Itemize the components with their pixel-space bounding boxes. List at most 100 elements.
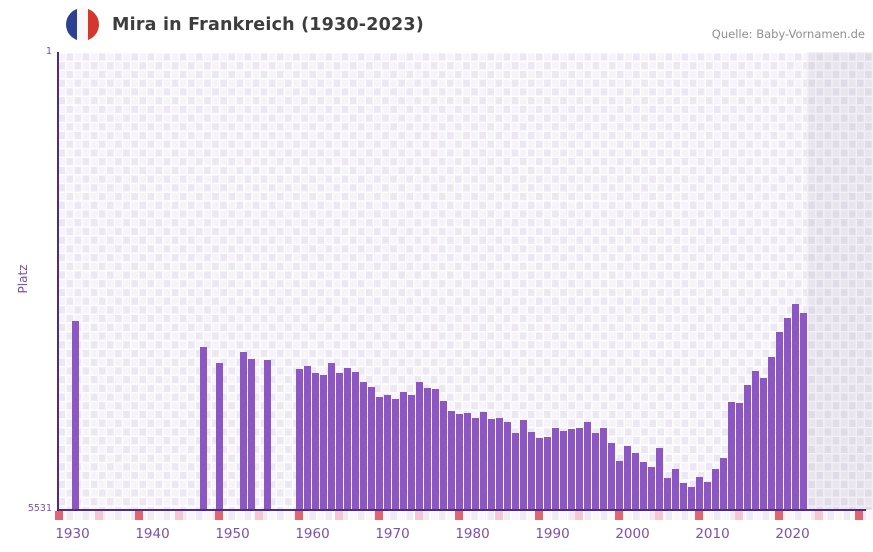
bar-2002[interactable]: [648, 466, 655, 510]
bar-1946[interactable]: [200, 347, 207, 510]
bar-1961[interactable]: [320, 374, 327, 510]
bar-1999[interactable]: [624, 445, 631, 510]
bar-1959[interactable]: [304, 365, 311, 510]
x-tick-1960: 1960: [295, 526, 330, 542]
bar-1992[interactable]: [568, 429, 575, 510]
bar-1985[interactable]: [512, 433, 519, 510]
bar-1968[interactable]: [376, 396, 383, 510]
y-axis-bottom-label: 5531: [27, 503, 52, 514]
bar-2015[interactable]: [752, 370, 759, 510]
bar-series: [57, 52, 873, 510]
x-tick-2010: 2010: [695, 526, 730, 542]
bar-2018[interactable]: [776, 331, 783, 510]
bar-1976[interactable]: [440, 401, 447, 510]
bar-2020[interactable]: [792, 304, 799, 510]
bar-1982[interactable]: [488, 419, 495, 510]
strip-marker-pink-2003: [655, 511, 663, 520]
strip-marker-pink-1983: [495, 511, 503, 520]
bar-2001[interactable]: [640, 461, 647, 510]
bar-2012[interactable]: [728, 401, 735, 510]
bar-1981[interactable]: [480, 411, 487, 510]
bar-1993[interactable]: [576, 427, 583, 510]
bar-1979[interactable]: [464, 413, 471, 510]
bar-1966[interactable]: [360, 381, 367, 510]
bar-1969[interactable]: [384, 394, 391, 510]
bar-1977[interactable]: [448, 411, 455, 510]
bar-2008[interactable]: [696, 476, 703, 510]
strip-marker-red-2008: [695, 511, 703, 520]
bar-1975[interactable]: [432, 388, 439, 510]
strip-marker-red-1928: [55, 511, 63, 520]
bar-1986[interactable]: [520, 419, 527, 510]
bar-1952[interactable]: [248, 358, 255, 510]
bar-2019[interactable]: [784, 317, 791, 510]
bar-1958[interactable]: [296, 369, 303, 510]
bar-1974[interactable]: [424, 387, 431, 510]
bar-1930[interactable]: [72, 320, 79, 510]
strip-marker-red-1948: [215, 511, 223, 520]
bar-1970[interactable]: [392, 399, 399, 510]
bar-1989[interactable]: [544, 437, 551, 510]
bar-1960[interactable]: [312, 373, 319, 510]
strip-marker-red-1978: [455, 511, 463, 520]
bar-2009[interactable]: [704, 481, 711, 510]
bar-1964[interactable]: [344, 368, 351, 510]
bar-2013[interactable]: [736, 403, 743, 510]
bar-2014[interactable]: [744, 385, 751, 510]
x-tick-1990: 1990: [535, 526, 570, 542]
bar-1978[interactable]: [456, 414, 463, 510]
y-axis-title: Platz: [16, 264, 30, 294]
no-data-shaded-band: [807, 52, 873, 510]
page-title: Mira in Frankreich (1930-2023): [112, 15, 424, 35]
bar-1994[interactable]: [584, 422, 591, 510]
bar-2021[interactable]: [800, 312, 807, 510]
bar-1983[interactable]: [496, 418, 503, 510]
bar-1948[interactable]: [216, 363, 223, 510]
bar-1988[interactable]: [536, 437, 543, 510]
bar-1963[interactable]: [336, 373, 343, 510]
bar-2011[interactable]: [720, 458, 727, 510]
bar-1991[interactable]: [560, 430, 567, 510]
bar-1951[interactable]: [240, 352, 247, 510]
bar-1972[interactable]: [408, 394, 415, 510]
bar-1971[interactable]: [400, 391, 407, 510]
bar-1987[interactable]: [528, 431, 535, 510]
y-axis-top-label: 1: [45, 46, 52, 57]
bar-1965[interactable]: [352, 371, 359, 510]
strip-marker-pink-1943: [175, 511, 183, 520]
bar-1998[interactable]: [616, 461, 623, 510]
bar-2006[interactable]: [680, 483, 687, 510]
x-tick-1980: 1980: [455, 526, 490, 542]
strip-marker-red-1998: [615, 511, 623, 520]
bar-2017[interactable]: [768, 356, 775, 510]
bar-1980[interactable]: [472, 418, 479, 510]
bar-2003[interactable]: [656, 448, 663, 510]
strip-marker-red-1958: [295, 511, 303, 520]
bar-1997[interactable]: [608, 443, 615, 510]
bar-1954[interactable]: [264, 359, 271, 510]
bar-2016[interactable]: [760, 377, 767, 510]
bottom-marker-strip: [55, 511, 873, 520]
strip-marker-pink-1963: [335, 511, 343, 520]
bar-1967[interactable]: [368, 387, 375, 510]
x-tick-2020: 2020: [775, 526, 810, 542]
strip-marker-red-1938: [135, 511, 143, 520]
strip-marker-red-1988: [535, 511, 543, 520]
bar-1984[interactable]: [504, 421, 511, 510]
bar-1990[interactable]: [552, 428, 559, 510]
bar-2005[interactable]: [672, 469, 679, 510]
bar-2007[interactable]: [688, 486, 695, 510]
bar-2004[interactable]: [664, 478, 671, 510]
bar-1973[interactable]: [416, 381, 423, 510]
bar-2010[interactable]: [712, 469, 719, 510]
strip-marker-pink-1953: [255, 511, 263, 520]
bar-1962[interactable]: [328, 363, 335, 510]
bar-1995[interactable]: [592, 433, 599, 510]
strip-marker-pink-2023: [815, 511, 823, 520]
bar-2000[interactable]: [632, 453, 639, 510]
strip-marker-red-2028: [855, 511, 863, 520]
strip-marker-pink-2013: [735, 511, 743, 520]
bar-1996[interactable]: [600, 428, 607, 510]
france-flag-icon: [66, 8, 99, 41]
